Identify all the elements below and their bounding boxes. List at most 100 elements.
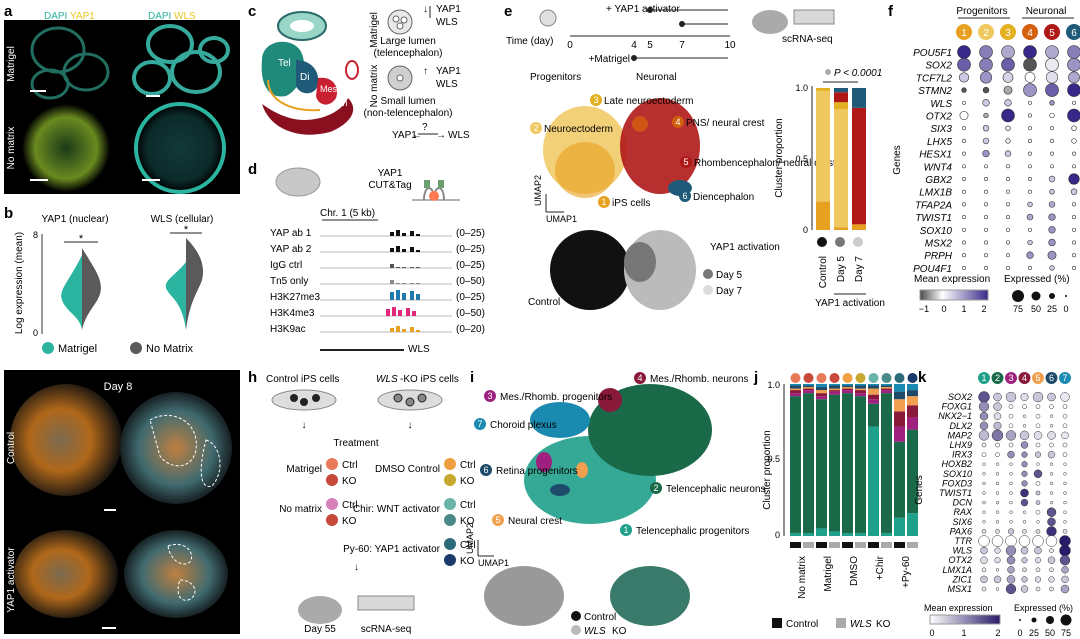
dot [1005,138,1011,144]
label-nomatrix: No matrix [369,65,380,108]
label-ctrl: Ctrl [342,500,358,511]
dot [1005,545,1017,556]
legend-day7-swatch [703,285,713,295]
dot [984,177,988,181]
dot [1001,108,1015,123]
lumen-hole [290,20,314,32]
label-ctrl: Ctrl [342,460,358,471]
cluster-id: 7 [477,419,482,429]
col-badge [1066,24,1080,40]
k-size-label-75: 75 [1061,628,1071,638]
pval-dot [825,69,831,75]
dot [1006,164,1010,169]
gene-label: MSX1 [947,584,972,594]
xlabel-day7: Day 7 [854,256,865,283]
dot [995,568,1000,572]
gene-label: SOX2 [925,61,952,72]
gene-label: WNT4 [924,162,953,173]
bar-segment [790,532,801,536]
cluster-id: 6 [483,465,488,475]
dot [1020,546,1029,555]
rh-region [262,98,354,135]
cluster-badge [484,390,496,402]
k-scale-0: 0 [929,628,934,638]
pval-label: P < 0.0001 [834,68,882,79]
bar-segment [816,399,827,529]
gene-label: POU5F1 [913,48,952,59]
gene-label: WLS [408,344,430,355]
dot [1049,491,1054,495]
gene-label: SIX3 [930,124,952,135]
swatch-ko [326,514,338,526]
dot [1020,585,1029,593]
umap-gray-control [484,566,564,626]
dot [962,177,966,181]
label-yap1: YAP1 [392,130,417,141]
track-name: YAP ab 2 [270,244,312,255]
dot [1028,164,1032,169]
col-id: 4 [1022,373,1027,383]
bar-segment [894,411,905,427]
dot [982,86,990,94]
bar-segment [842,390,853,394]
dot [995,462,1000,466]
bar-group-swatch [894,542,905,548]
legend-day7: Day 7 [716,286,743,297]
lumen-outline [167,544,192,565]
panel-label-d: d [248,161,257,178]
col-id: 1 [981,373,986,383]
bar-segment [868,399,879,404]
dot [1063,500,1067,505]
bar-segment [855,390,866,394]
cuttag-title-1: YAP1 [378,168,403,179]
dot [995,520,1000,524]
k-scale-2: 2 [995,628,1000,638]
dot [1045,83,1059,97]
dot [957,45,971,59]
dot [1005,535,1017,547]
cluster-badge [474,418,486,430]
col-badge [978,24,994,40]
organoid-icon [275,167,321,197]
cluster-name: Choroid plexus [490,420,557,431]
dot [1034,451,1042,458]
dot [995,510,1000,514]
bar-group-swatch [803,542,814,548]
legend-matrigel: Matrigel [58,343,97,355]
col-badge [1044,24,1060,40]
sig-star-1: * [79,233,84,245]
bar-segment [829,531,840,536]
dot [979,71,993,84]
legend-ko-italic: WLS [584,626,606,637]
gene-label: SOX10 [943,469,972,479]
dot [959,111,969,120]
label-question: ? [422,122,428,133]
bar-segment [852,107,866,225]
legend-control-swatch [571,296,581,306]
violin-yap1-matrigel [61,255,82,330]
panel-c: c Tel Di Mes Rh Matrigel No matrix ↓ YAP… [248,3,470,141]
cluster-badge [598,196,610,208]
umap2-label: UMAP2 [465,523,475,554]
dot [1063,462,1067,466]
dot [982,149,990,158]
track-peak [410,267,414,268]
track-name: H3K27me3 [270,292,320,303]
cluster-name: iPS cells [612,198,650,209]
dot [1048,226,1056,234]
k-mean-expr: Mean expression [924,603,993,613]
bar-segment [834,88,848,93]
dot [1067,57,1080,72]
tick-5: 5 [647,40,653,51]
k-ylabel: Genes [914,475,925,504]
panel-b: b YAP1 (nuclear) WLS (cellular) Log expr… [4,205,213,355]
col-id: 2 [983,28,989,39]
bar-segment [855,388,866,391]
gene-label: GBX2 [925,175,952,186]
tick-10: 10 [724,40,736,51]
umap1-label: UMAP1 [478,558,509,568]
time-label: Time (day) [506,36,553,47]
track-name: YAP ab 1 [270,228,312,239]
micrograph-matrigel-yap1 [30,26,110,100]
seq-icon [357,595,415,611]
